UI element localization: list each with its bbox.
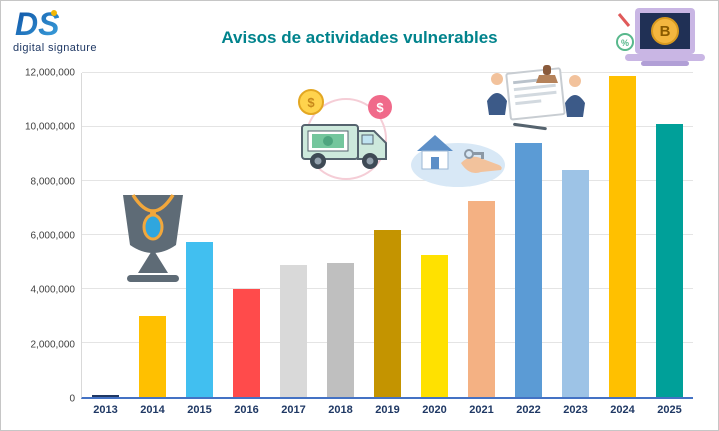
bar-slot-2017: 2017	[270, 73, 317, 416]
bar-2023	[562, 170, 589, 397]
bar-slot-2014: 2014	[129, 73, 176, 416]
bar-slot-2023: 2023	[552, 73, 599, 416]
percent-sign: %	[621, 38, 629, 48]
bar-slot-2013: 2013	[82, 73, 129, 416]
gridline	[82, 72, 693, 73]
bar-2013	[92, 395, 119, 397]
chart-title: Avisos de actividades vulnerables	[221, 28, 498, 47]
dollar-sign: $	[376, 100, 384, 115]
bar-slot-2022: 2022	[505, 73, 552, 416]
x-tick-label: 2023	[563, 404, 588, 416]
x-tick-label: 2015	[187, 404, 212, 416]
jewelry-icon	[109, 187, 197, 286]
bar-slot-2024: 2024	[599, 73, 646, 416]
y-tick-label: 4,000,000	[30, 284, 76, 296]
bar-2017	[280, 264, 307, 397]
x-tick-label: 2020	[422, 404, 447, 416]
bar-slot-2015: 2015	[176, 73, 223, 416]
x-tick-label: 2018	[328, 404, 353, 416]
bar-2021	[468, 201, 495, 397]
percent-magnifier-icon	[616, 33, 634, 51]
bar-2018	[327, 263, 354, 397]
bar-slot-2018: 2018	[317, 73, 364, 416]
bar-2024	[609, 75, 636, 397]
bar-2014	[139, 316, 166, 397]
x-tick-label: 2024	[610, 404, 635, 416]
money-badge-icon	[368, 95, 392, 119]
x-tick-label: 2021	[469, 404, 494, 416]
bar-2022	[515, 143, 542, 397]
bitcoin-sign: B	[660, 23, 671, 40]
dollar-sign: $	[307, 95, 315, 110]
pen-icon	[513, 122, 547, 131]
bar-slot-2025: 2025	[646, 73, 693, 416]
ds-logo-icon: DS	[15, 6, 60, 42]
x-tick-label: 2025	[657, 404, 682, 416]
x-tick-label: 2019	[375, 404, 400, 416]
x-tick-label: 2016	[234, 404, 259, 416]
y-tick-label: 2,000,000	[30, 339, 76, 351]
bitcoin-coin-icon	[651, 17, 679, 45]
brand-subtitle: digital signature	[13, 42, 97, 54]
bar-2020	[421, 255, 448, 397]
bar-2019	[374, 229, 401, 397]
bar-slot-2020: 2020	[411, 73, 458, 416]
x-tick-label: 2017	[281, 404, 306, 416]
coin-icon	[298, 89, 324, 115]
notary-contract-icon	[483, 61, 587, 137]
y-axis-labels: 0 2,000,000 4,000,000 6,000,000 8,000,000 10,…	[7, 68, 77, 405]
bars: 2013 2014 2015 2016 2017 2018 2019 2020 2021 2022…	[82, 73, 693, 416]
bar-2015	[186, 241, 213, 397]
logo-accent-dot	[51, 10, 57, 16]
bar-2016	[233, 289, 260, 397]
x-tick-label: 2014	[140, 404, 165, 416]
x-tick-label: 2022	[516, 404, 541, 416]
bar-2025	[656, 124, 683, 397]
y-tick-label: 10,000,000	[24, 121, 75, 133]
y-tick-label: 8,000,000	[30, 176, 76, 188]
plot-area: 2013 2014 2015 2016 2017 2018 2019 2020 2021 2022…	[81, 72, 693, 416]
bar-slot-2016: 2016	[223, 73, 270, 416]
crypto-laptop-icon: B %	[615, 6, 713, 74]
x-tick-label: 2013	[93, 404, 118, 416]
gridline	[82, 180, 693, 181]
bar-slot-2019: 2019	[364, 73, 411, 416]
y-tick-label: 0	[69, 393, 75, 405]
y-tick-label: 6,000,000	[30, 230, 76, 242]
real-estate-icon	[409, 125, 507, 189]
cash-truck-icon: $ $	[294, 87, 396, 181]
pencil-icon	[617, 13, 631, 27]
brand-logo: DS digital signature	[13, 6, 133, 54]
stamp-icon	[543, 65, 551, 75]
y-tick-label: 12,000,000	[24, 67, 75, 79]
bar-slot-2021: 2021	[458, 73, 505, 416]
gridline	[82, 126, 693, 127]
